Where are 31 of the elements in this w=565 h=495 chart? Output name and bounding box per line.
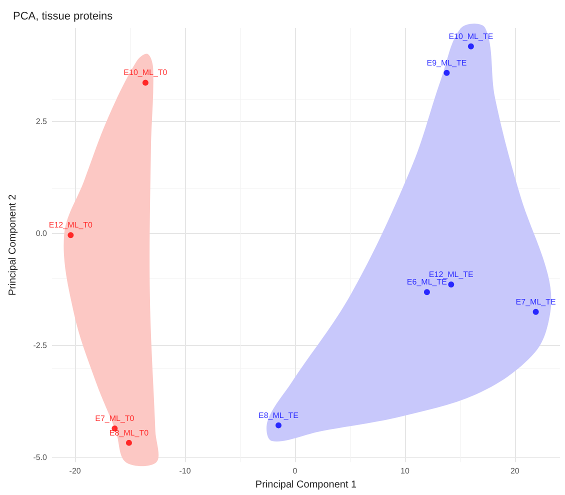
- x-tick-label: 0: [292, 466, 298, 476]
- data-label: E10_ML_T0: [124, 68, 168, 78]
- point: [444, 70, 450, 76]
- point: [532, 308, 539, 315]
- chart-title: PCA, tissue proteins: [13, 10, 114, 22]
- y-tick-label: -5.0: [33, 453, 48, 462]
- y-tick-label: -2.5: [33, 341, 48, 350]
- point: [424, 289, 430, 296]
- x-tick-label: 10: [400, 466, 410, 476]
- x-tick-label: 20: [510, 466, 520, 476]
- data-label: E9_ML_TE: [426, 58, 467, 68]
- data-label: E12_ML_TE: [428, 270, 474, 280]
- y-tick-label: 2.5: [36, 116, 48, 126]
- data-label: E12_ML_T0: [48, 220, 94, 230]
- point: [468, 43, 474, 50]
- point: [142, 80, 148, 86]
- data-label: E8_ML_T0: [109, 428, 150, 438]
- point: [68, 232, 74, 238]
- data-label: E6_ML_TE: [406, 278, 447, 287]
- x-tick-label: -10: [179, 466, 192, 476]
- y-tick-label: 0.0: [36, 228, 48, 238]
- data-label: E7_ML_T0: [95, 414, 135, 423]
- data-label: E8_ML_TE: [258, 410, 299, 420]
- point: [276, 422, 282, 428]
- data-label: E7_ML_TE: [516, 297, 556, 306]
- y-axis-title: Principal Component 2: [8, 194, 18, 296]
- x-axis-title: Principal Component 1: [255, 480, 358, 490]
- point: [126, 440, 132, 446]
- point: [448, 282, 454, 288]
- x-tick-label: -20: [69, 466, 82, 476]
- data-label: E10_ML_TE: [448, 32, 494, 41]
